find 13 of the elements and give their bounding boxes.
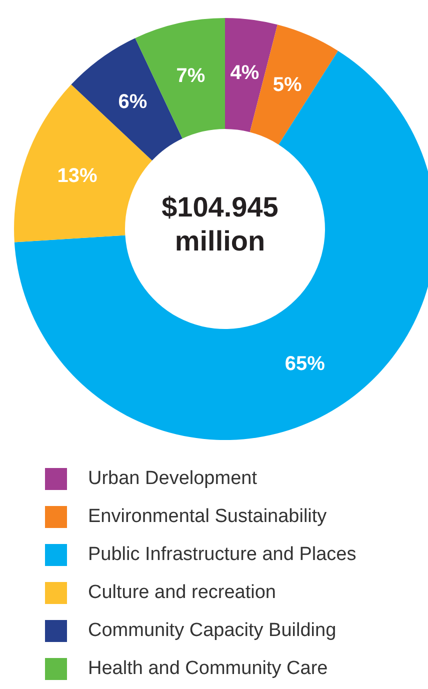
data-label: 7% [176,64,206,87]
legend-label: Public Infrastructure and Places [88,544,356,566]
legend-label: Culture and recreation [88,582,276,604]
data-label: 4% [230,62,260,84]
legend-label: Community Capacity Building [88,620,336,642]
legend-label: Urban Development [88,468,257,490]
legend-label: Environmental Sustainability [88,506,327,528]
data-label: 13% [57,164,98,187]
legend-label: Health and Community Care [88,658,328,680]
data-label: 6% [118,90,148,113]
data-label: 65% [284,353,326,376]
text: $104.945 million [162,192,278,256]
data-label: 5% [272,74,302,96]
